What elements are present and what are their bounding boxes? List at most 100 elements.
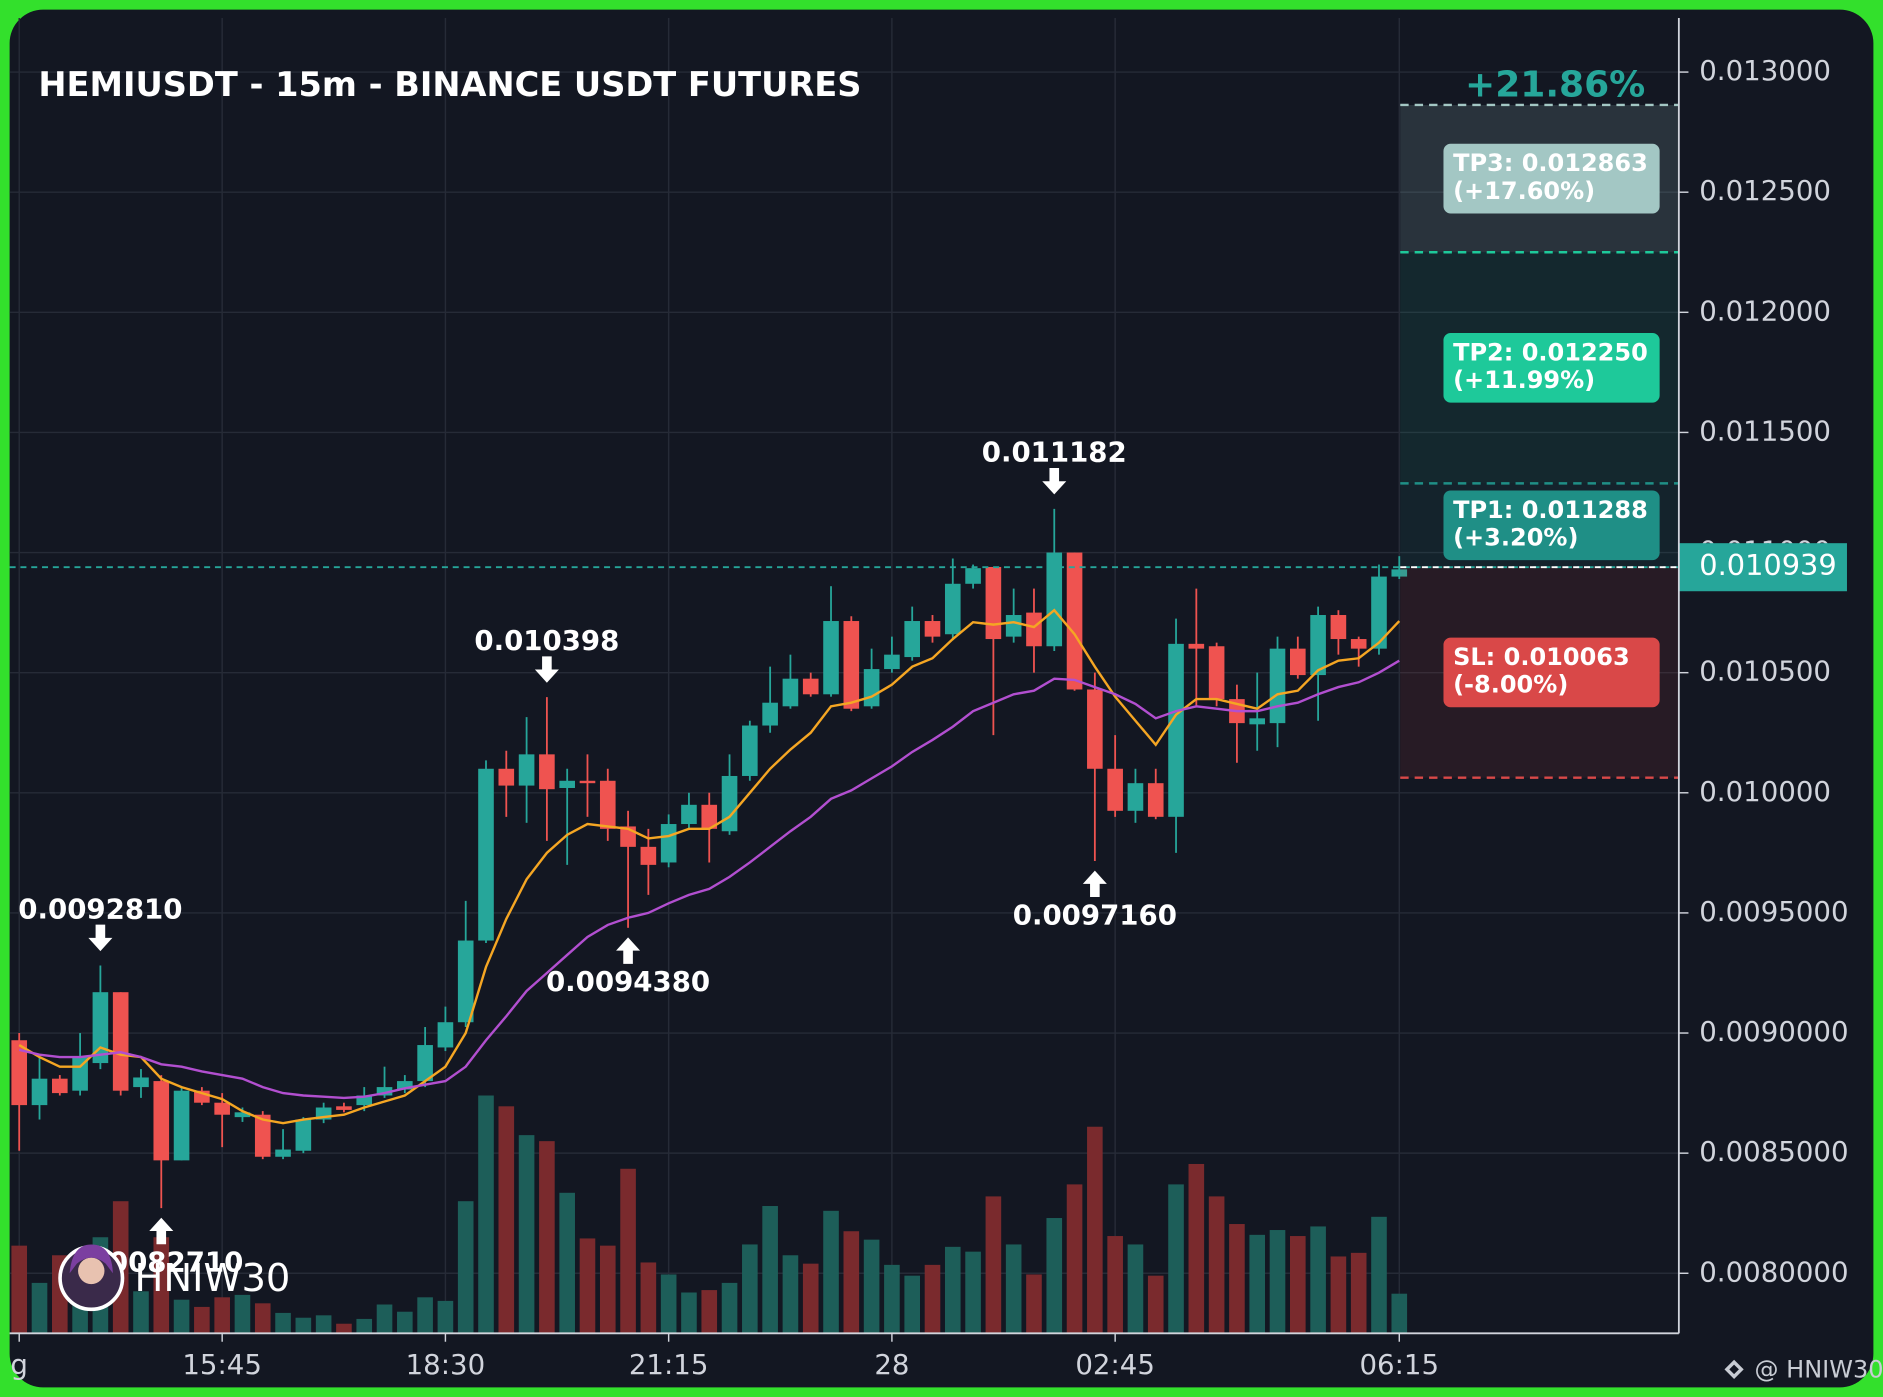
- volume-bar: [234, 1294, 251, 1334]
- volume-bar: [579, 1238, 596, 1334]
- volume-bar: [1046, 1218, 1063, 1334]
- volume-bar: [1066, 1184, 1083, 1334]
- volume-bar: [295, 1317, 312, 1334]
- volume-bar: [1391, 1293, 1408, 1334]
- candle-body: [397, 1081, 413, 1090]
- candle-body: [1026, 612, 1042, 647]
- volume-bar: [437, 1300, 454, 1334]
- candle-body: [295, 1119, 312, 1151]
- candle-body: [904, 621, 921, 658]
- exchange-icon: [1724, 1359, 1744, 1379]
- y-tick-label: 0.0080000: [1699, 1255, 1848, 1288]
- level-box: [1443, 637, 1660, 708]
- candle-body: [944, 583, 961, 635]
- arrow-down: [1042, 467, 1067, 495]
- candle-body: [478, 768, 494, 941]
- candle-body: [417, 1045, 433, 1082]
- y-tick-label: 0.012000: [1699, 294, 1831, 327]
- candle-body: [214, 1102, 230, 1115]
- volume-bar: [133, 1291, 149, 1334]
- candle-body: [681, 804, 697, 825]
- volume-bar: [1005, 1244, 1022, 1334]
- volume-bar: [965, 1251, 981, 1334]
- volume-bar: [681, 1292, 697, 1334]
- level-change: (-8.00%): [1453, 671, 1568, 699]
- x-tick-label: 06:15: [1359, 1348, 1439, 1381]
- candle-body: [721, 775, 738, 832]
- y-tick-label: 0.012500: [1699, 174, 1831, 207]
- volume-bar: [843, 1231, 860, 1334]
- volume-bar: [254, 1303, 271, 1334]
- volume-bar: [498, 1106, 515, 1334]
- volume-bar: [1249, 1234, 1266, 1334]
- volume-bar: [1310, 1226, 1326, 1334]
- volume-bar: [376, 1304, 393, 1334]
- volume-bar: [721, 1282, 738, 1334]
- candle-body: [153, 1081, 170, 1161]
- volume-bar: [315, 1315, 332, 1334]
- level-text: TP2: 0.012250: [1453, 338, 1648, 366]
- arrow-up: [616, 937, 641, 964]
- volume-bar: [863, 1239, 880, 1334]
- volume-bar: [457, 1201, 474, 1334]
- candle-body: [1350, 639, 1367, 649]
- watermark-name: HNIW30: [135, 1256, 291, 1301]
- volume-bar: [904, 1275, 921, 1334]
- candle-body: [1391, 569, 1408, 577]
- price-tag: [1678, 543, 1847, 592]
- volume-bar: [153, 1237, 170, 1334]
- candle-body: [234, 1112, 251, 1118]
- y-tick-label: 0.013000: [1699, 54, 1831, 87]
- y-tick-label: 0.0085000: [1699, 1135, 1848, 1168]
- extreme-label: 0.010398: [474, 624, 619, 657]
- candle-body: [539, 754, 555, 790]
- volume-bar: [802, 1263, 819, 1334]
- level-text: TP1: 0.011288: [1453, 496, 1648, 524]
- candle-body: [457, 940, 474, 1023]
- volume-bar: [762, 1206, 778, 1334]
- candle-body: [1188, 643, 1205, 649]
- candle-body: [1269, 648, 1286, 724]
- volume-bar: [1208, 1196, 1225, 1334]
- volume-bar: [620, 1168, 636, 1334]
- volume-bar: [214, 1297, 230, 1334]
- level-change: (+17.60%): [1453, 177, 1595, 205]
- extreme-label: 0.0097160: [1013, 898, 1177, 931]
- y-tick-label: 0.011500: [1699, 414, 1831, 447]
- candle-body: [1127, 783, 1144, 811]
- extreme-label: 0.011182: [982, 436, 1127, 469]
- volume-bar: [924, 1264, 941, 1334]
- level-text: SL: 0.010063: [1453, 643, 1630, 671]
- volume-bar: [1026, 1274, 1042, 1334]
- level-box: [1443, 332, 1660, 403]
- volume-bar: [985, 1196, 1002, 1334]
- volume-bar: [782, 1255, 799, 1334]
- volume-bar: [660, 1274, 677, 1334]
- candle-body: [579, 780, 596, 784]
- y-tick-label: 0.010000: [1699, 775, 1831, 808]
- candle-body: [782, 678, 799, 707]
- candle-body: [640, 846, 657, 865]
- volume-bar: [194, 1306, 210, 1334]
- watermark: HNIW30: [58, 1244, 291, 1312]
- arrow-up: [149, 1217, 174, 1245]
- candle-body: [92, 992, 109, 1064]
- chart-title: HEMIUSDT - 15m - BINANCE USDT FUTURES: [38, 65, 861, 104]
- volume-bar: [11, 1245, 28, 1334]
- volume-bar: [1289, 1236, 1306, 1334]
- candle-body: [1168, 643, 1184, 817]
- candle-body: [1066, 552, 1083, 690]
- candle-body: [1208, 646, 1225, 700]
- y-tick-label: 0.010500: [1699, 655, 1831, 688]
- candle-body: [498, 768, 515, 786]
- candle-body: [11, 1040, 28, 1106]
- x-tick-label: 21:15: [629, 1348, 709, 1381]
- candle-body: [742, 725, 758, 776]
- avatar-face: [78, 1257, 105, 1285]
- candle-body: [51, 1078, 68, 1094]
- level-box: [1443, 143, 1660, 214]
- plot: 0.0130000.0125000.0120000.0115000.011000…: [9, 18, 1849, 1381]
- average-line: [18, 608, 1401, 1125]
- level-text: TP3: 0.012863: [1453, 149, 1648, 177]
- volume-bar: [397, 1311, 413, 1334]
